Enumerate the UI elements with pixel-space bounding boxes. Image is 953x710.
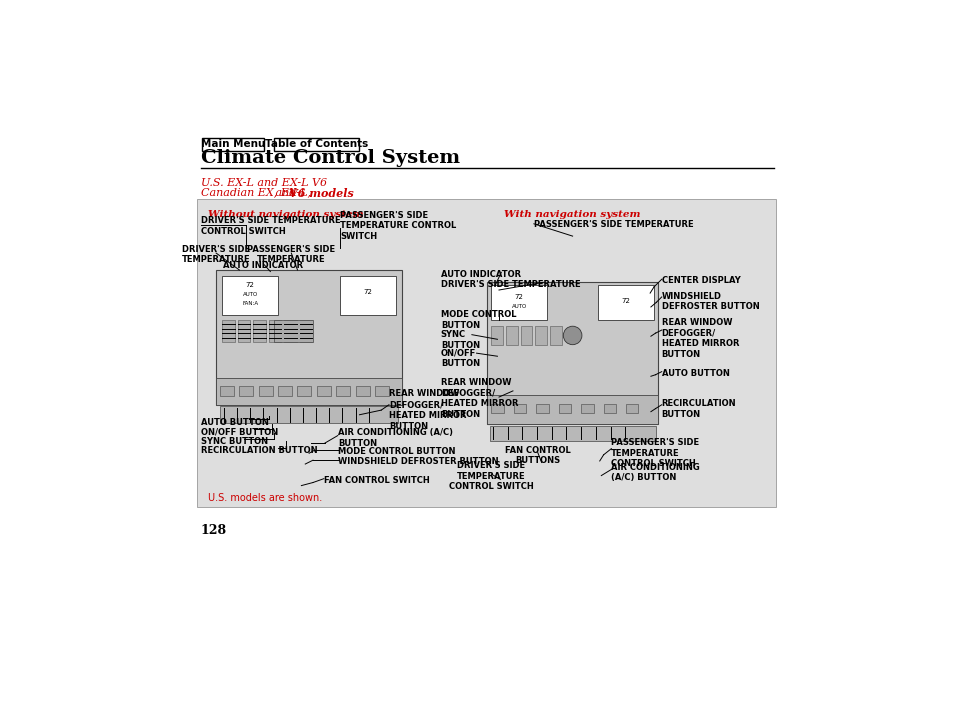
- Text: SYNC
BUTTON: SYNC BUTTON: [440, 330, 479, 350]
- Text: AUTO BUTTON: AUTO BUTTON: [200, 418, 268, 427]
- Text: With navigation system: With navigation system: [503, 210, 639, 219]
- Text: AUTO INDICATOR: AUTO INDICATOR: [440, 270, 520, 279]
- Bar: [487, 395, 658, 424]
- Bar: [513, 404, 525, 413]
- Text: SYNC BUTTON: SYNC BUTTON: [200, 437, 268, 446]
- Bar: [274, 320, 313, 342]
- Bar: [274, 138, 359, 151]
- Text: WINDSHIELD DEFROSTER BUTTON: WINDSHIELD DEFROSTER BUTTON: [337, 457, 497, 466]
- Text: WINDSHIELD
DEFROSTER BUTTON: WINDSHIELD DEFROSTER BUTTON: [661, 292, 759, 311]
- Bar: [491, 285, 546, 320]
- Bar: [222, 320, 234, 342]
- Text: RECIRCULATION
BUTTON: RECIRCULATION BUTTON: [661, 399, 736, 419]
- Bar: [580, 404, 593, 413]
- Bar: [505, 326, 517, 346]
- Text: AUTO: AUTO: [511, 304, 526, 309]
- Text: 72: 72: [515, 294, 523, 300]
- Bar: [487, 282, 658, 424]
- Text: DRIVER'S SIDE TEMPERATURE
CONTROL SWITCH: DRIVER'S SIDE TEMPERATURE CONTROL SWITCH: [200, 216, 340, 236]
- Circle shape: [562, 326, 581, 344]
- Text: PASSENGER'S SIDE TEMPERATURE: PASSENGER'S SIDE TEMPERATURE: [534, 220, 693, 229]
- Bar: [603, 404, 616, 413]
- Text: FAN CONTROL SWITCH: FAN CONTROL SWITCH: [323, 476, 429, 485]
- Bar: [491, 404, 503, 413]
- Text: Canadian EX, EX-L,: Canadian EX, EX-L,: [200, 187, 311, 197]
- Text: Climate Control System: Climate Control System: [200, 149, 459, 168]
- Text: AUTO BUTTON: AUTO BUTTON: [661, 368, 729, 378]
- Text: DRIVER'S SIDE
TEMPERATURE: DRIVER'S SIDE TEMPERATURE: [182, 244, 251, 264]
- Bar: [520, 326, 532, 346]
- Text: U.S. models are shown.: U.S. models are shown.: [208, 493, 322, 503]
- Bar: [598, 285, 654, 320]
- Text: Main Menu: Main Menu: [201, 139, 265, 150]
- Text: MODE CONTROL BUTTON: MODE CONTROL BUTTON: [337, 447, 455, 456]
- Text: REAR WINDOW
DEFOGGER/
HEATED MIRROR
BUTTON: REAR WINDOW DEFOGGER/ HEATED MIRROR BUTT…: [661, 318, 739, 359]
- Text: AIR CONDITIONING
(A/C) BUTTON: AIR CONDITIONING (A/C) BUTTON: [611, 462, 700, 482]
- Bar: [335, 386, 350, 396]
- Bar: [550, 326, 561, 346]
- Bar: [489, 425, 655, 441]
- Bar: [278, 386, 292, 396]
- Bar: [355, 386, 369, 396]
- Text: PASSENGER'S SIDE
TEMPERATURE: PASSENGER'S SIDE TEMPERATURE: [247, 244, 335, 264]
- Text: FAN:A: FAN:A: [242, 301, 258, 307]
- Bar: [299, 320, 312, 342]
- Bar: [340, 276, 395, 315]
- Bar: [284, 320, 296, 342]
- Bar: [375, 386, 389, 396]
- Bar: [239, 386, 253, 396]
- Bar: [269, 320, 281, 342]
- Bar: [253, 320, 266, 342]
- Bar: [202, 138, 264, 151]
- Bar: [196, 200, 776, 507]
- Bar: [220, 386, 233, 396]
- Bar: [625, 404, 638, 413]
- Text: REAR WINDOW
DEFOGGER/
HEATED MIRROR
BUTTON: REAR WINDOW DEFOGGER/ HEATED MIRROR BUTT…: [440, 378, 517, 419]
- Bar: [237, 320, 250, 342]
- Text: CENTER DISPLAY: CENTER DISPLAY: [661, 276, 740, 285]
- Text: AUTO: AUTO: [242, 292, 257, 297]
- Text: Table of Contents: Table of Contents: [265, 139, 368, 150]
- Text: 72: 72: [621, 297, 630, 304]
- Text: AUTO INDICATOR: AUTO INDICATOR: [223, 261, 303, 270]
- Text: DRIVER'S SIDE
TEMPERATURE
CONTROL SWITCH: DRIVER'S SIDE TEMPERATURE CONTROL SWITCH: [449, 461, 533, 491]
- Text: 72: 72: [246, 283, 254, 288]
- Text: ON/OFF
BUTTON: ON/OFF BUTTON: [440, 349, 479, 368]
- Text: PASSENGER'S SIDE
TEMPERATURE CONTROL
SWITCH: PASSENGER'S SIDE TEMPERATURE CONTROL SWI…: [340, 211, 456, 241]
- Text: RECIRCULATION BUTTON: RECIRCULATION BUTTON: [200, 447, 317, 455]
- Bar: [491, 326, 502, 346]
- Bar: [316, 386, 331, 396]
- Bar: [258, 386, 273, 396]
- Text: U.S. EX-L and EX-L V6: U.S. EX-L and EX-L V6: [200, 178, 327, 188]
- Bar: [220, 406, 397, 423]
- Bar: [558, 404, 571, 413]
- Text: ON/OFF BUTTON: ON/OFF BUTTON: [200, 428, 277, 437]
- Bar: [216, 270, 402, 405]
- Text: FAN CONTROL
BUTTONS: FAN CONTROL BUTTONS: [504, 446, 570, 465]
- Bar: [536, 404, 548, 413]
- Text: MODE CONTROL
BUTTON: MODE CONTROL BUTTON: [440, 310, 516, 329]
- Text: PASSENGER'S SIDE
TEMPERATURE
CONTROL SWITCH: PASSENGER'S SIDE TEMPERATURE CONTROL SWI…: [611, 438, 699, 469]
- Text: V6 models: V6 models: [289, 187, 354, 199]
- Text: Without navigation system: Without navigation system: [208, 210, 364, 219]
- Text: REAR WINDOW
DEFOGGER/
HEATED MIRROR
BUTTON: REAR WINDOW DEFOGGER/ HEATED MIRROR BUTT…: [389, 389, 466, 430]
- Bar: [297, 386, 311, 396]
- Bar: [222, 276, 278, 315]
- Text: 72: 72: [363, 288, 372, 295]
- Text: DRIVER'S SIDE TEMPERATURE: DRIVER'S SIDE TEMPERATURE: [440, 280, 579, 289]
- Text: AIR CONDITIONING (A/C)
BUTTON: AIR CONDITIONING (A/C) BUTTON: [337, 428, 453, 447]
- Text: 128: 128: [200, 524, 227, 537]
- Bar: [216, 378, 402, 405]
- Text: and: and: [272, 187, 299, 197]
- Bar: [535, 326, 546, 346]
